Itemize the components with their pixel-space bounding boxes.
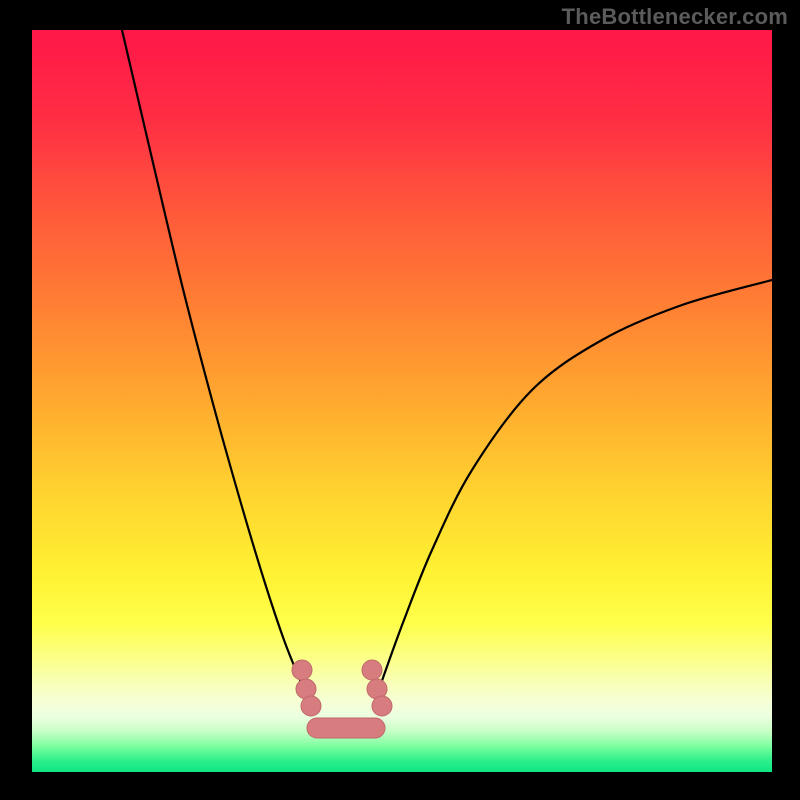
right-curve bbox=[375, 280, 772, 702]
marker-dot bbox=[301, 696, 321, 716]
marker-dot bbox=[362, 660, 382, 680]
left-curve bbox=[122, 30, 309, 702]
chart-svg bbox=[32, 30, 772, 772]
marker-dot bbox=[372, 696, 392, 716]
chart-canvas: TheBottlenecker.com bbox=[0, 0, 800, 800]
plot-area bbox=[32, 30, 772, 772]
watermark-text: TheBottlenecker.com bbox=[562, 4, 788, 30]
marker-dot bbox=[292, 660, 312, 680]
bottom-connector-bar bbox=[307, 718, 385, 738]
